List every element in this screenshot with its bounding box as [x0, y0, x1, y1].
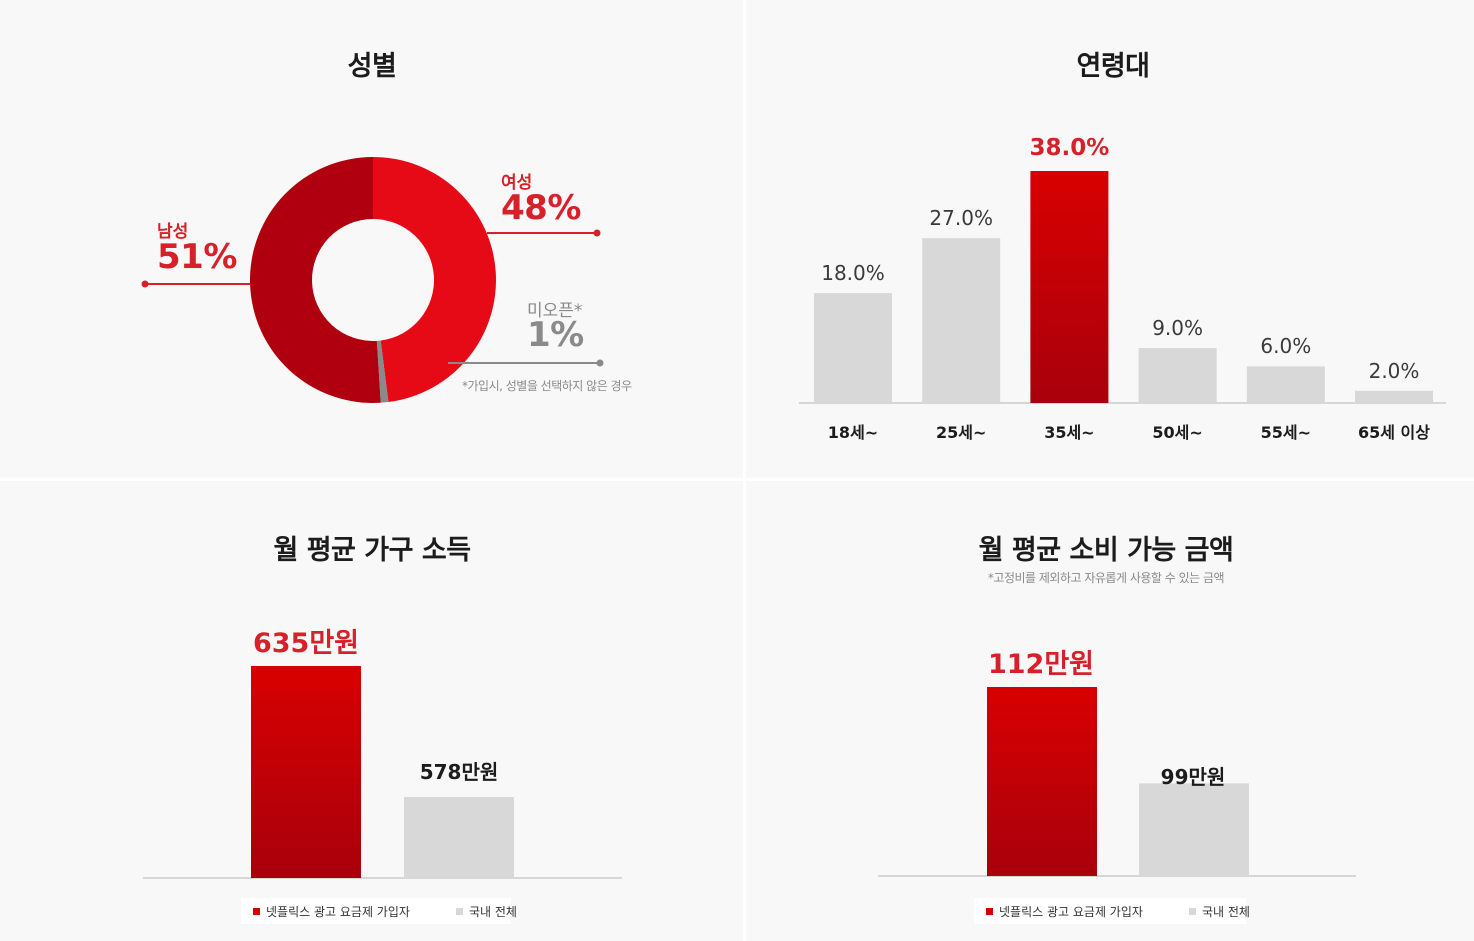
gender-panel: 성별 남성 51% 여성 48% 미오픈* 1% *가입시, 성별을 선택하지 …	[0, 0, 743, 478]
income-bar-0	[251, 666, 361, 878]
male-value: 51%	[157, 237, 237, 277]
gender-title: 성별	[347, 51, 397, 82]
age-category-label-0: 18세~	[827, 423, 879, 442]
age-category-label-4: 55세~	[1260, 423, 1311, 442]
gender-footnote: *가입시, 성별을 선택하지 않은 경우	[462, 379, 632, 393]
legend-label-national: 국내 전체	[468, 904, 517, 919]
legend-item-national: 국내 전체	[455, 903, 517, 920]
spending-panel: 월 평균 소비 가능 금액 *고정비를 제외하고 자유롭게 사용할 수 있는 금…	[746, 481, 1474, 941]
female-label: 여성	[501, 173, 533, 193]
spending-value-national: 99만원	[1160, 765, 1226, 789]
legend-swatch-red	[986, 907, 993, 915]
income-bar-chart	[143, 666, 622, 879]
female-leader-line-dot	[593, 229, 601, 237]
age-value-label-5: 2.0%	[1368, 358, 1420, 383]
age-value-label-2: 38.0%	[1029, 135, 1110, 161]
male-leader-line-dot	[141, 280, 149, 288]
donut-slice-female	[373, 157, 497, 403]
spending-value-subscribers: 112만원	[987, 649, 1095, 680]
income-value-national: 578만원	[419, 760, 499, 784]
age-bar-5	[1355, 390, 1433, 403]
legend-label-national: 국내 전체	[1201, 904, 1250, 919]
spending-bar-chart	[878, 687, 1356, 877]
age-bar-chart	[799, 171, 1446, 404]
age-bar-0	[814, 293, 892, 403]
unspecified-value: 1%	[527, 315, 584, 355]
income-legend: 넷플릭스 광고 요금제 가입자 국내 전체	[241, 898, 517, 924]
legend-item-subscribers: 넷플릭스 광고 요금제 가입자	[253, 903, 410, 920]
spending-bar-0	[987, 687, 1097, 876]
age-value-label-3: 9.0%	[1152, 316, 1203, 341]
age-bar-3	[1138, 348, 1217, 403]
spending-title: 월 평균 소비 가능 금액	[978, 535, 1234, 566]
spending-legend: 넷플릭스 광고 요금제 가입자 국내 전체	[974, 898, 1250, 924]
legend-swatch-red	[253, 907, 260, 915]
female-value: 48%	[501, 188, 581, 228]
age-title: 연령대	[1076, 51, 1150, 82]
age-panel: 연령대 18.0% 18세~ 27.0% 25세~ 38.0% 35세~ 9.0% 50세~ 6…	[746, 0, 1474, 478]
legend-swatch-gray	[1188, 907, 1196, 915]
unspecified-label: 미오픈*	[527, 301, 583, 321]
donut-slice-unspecified	[376, 340, 389, 403]
legend-item-national: 국내 전체	[1188, 903, 1250, 920]
age-value-label-0: 18.0%	[821, 261, 885, 286]
legend-swatch-gray	[455, 907, 463, 915]
income-panel: 월 평균 가구 소득 635만원 578만원 넷플릭스 광고 요금제 가입자 국…	[0, 481, 743, 941]
income-value-subscribers: 635만원	[252, 628, 360, 659]
age-category-label-1: 25세~	[935, 423, 987, 442]
legend-item-subscribers: 넷플릭스 광고 요금제 가입자	[986, 903, 1143, 920]
spending-subtitle: *고정비를 제외하고 자유롭게 사용할 수 있는 금액	[987, 571, 1225, 585]
age-value-label-4: 6.0%	[1260, 334, 1312, 359]
donut-slice-male	[249, 157, 381, 404]
spending-bar-1	[1139, 783, 1249, 876]
age-bar-1	[922, 238, 1001, 403]
age-category-label-3: 50세~	[1152, 423, 1203, 442]
unspecified-leader-line-dot	[596, 359, 604, 367]
age-value-label-1: 27.0%	[929, 206, 993, 231]
income-bar-1	[404, 797, 514, 878]
gender-donut-chart	[141, 157, 604, 404]
age-category-label-5: 65세 이상	[1358, 423, 1430, 442]
income-title: 월 평균 가구 소득	[273, 535, 471, 566]
male-label: 남성	[157, 222, 189, 242]
age-bar-4	[1246, 366, 1325, 403]
age-bar-2	[1030, 171, 1109, 403]
legend-label-subscribers: 넷플릭스 광고 요금제 가입자	[999, 904, 1143, 919]
age-category-label-2: 35세~	[1044, 423, 1095, 442]
legend-label-subscribers: 넷플릭스 광고 요금제 가입자	[266, 904, 410, 919]
